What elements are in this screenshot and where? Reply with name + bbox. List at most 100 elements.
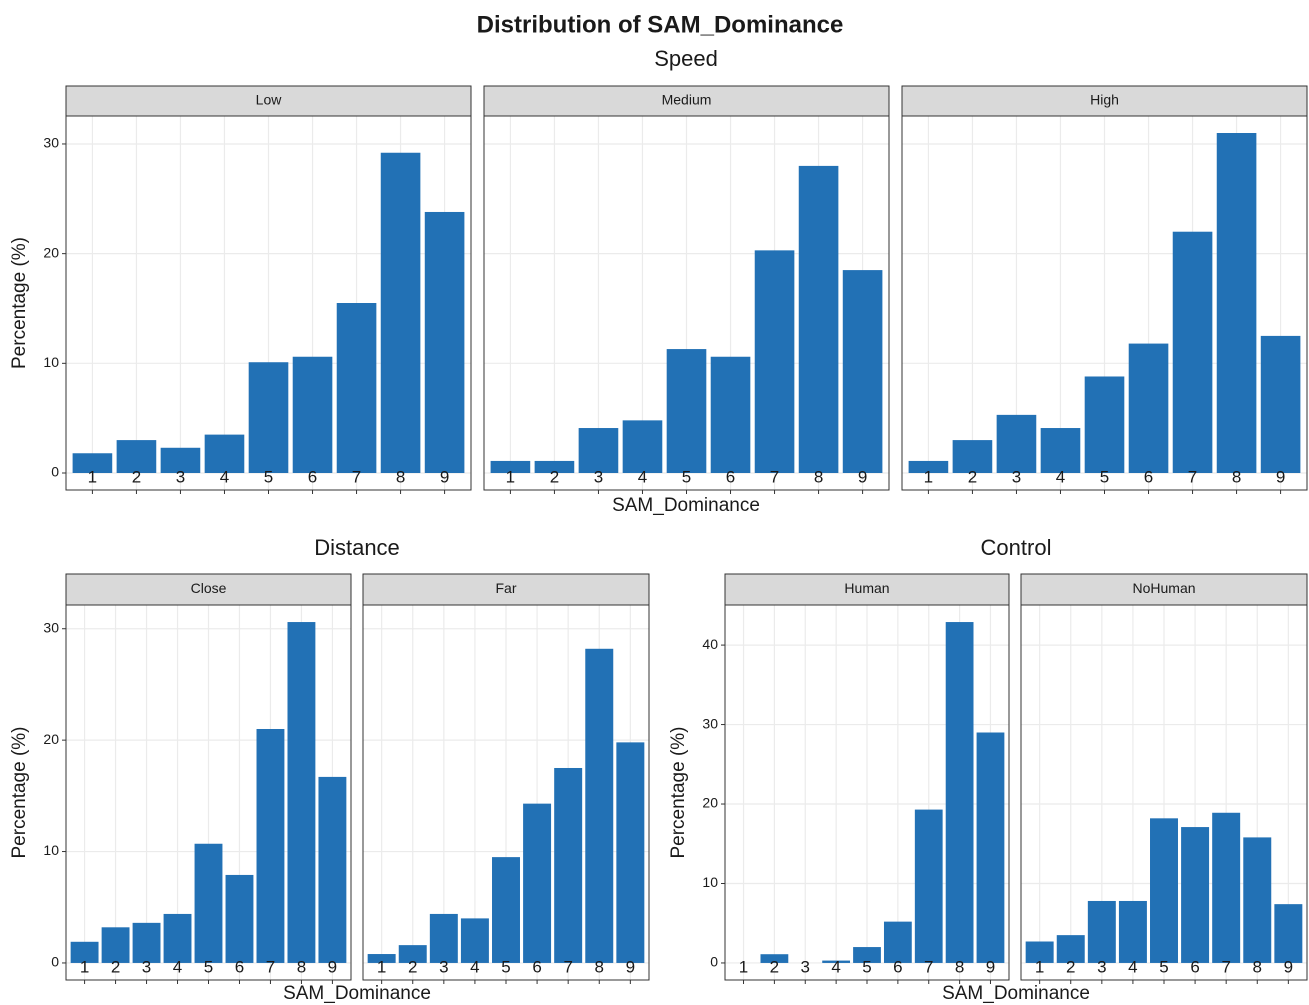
x-axis-title: SAM_Dominance [283, 983, 431, 1004]
y-tick-label: 10 [702, 874, 718, 890]
bar [1084, 376, 1125, 473]
x-tick-label: 6 [1190, 957, 1199, 976]
strip [362, 573, 650, 606]
panel-border [65, 115, 472, 491]
panel-border [901, 115, 1308, 491]
x-tick-label: 9 [440, 467, 449, 486]
x-tick-label: 1 [1035, 957, 1044, 976]
x-tick-label: 5 [1159, 957, 1168, 976]
x-tick-label: 1 [88, 467, 97, 486]
y-tick-label: 40 [702, 636, 718, 652]
bar [424, 211, 465, 473]
x-tick-label: 2 [408, 957, 417, 976]
bar [1025, 941, 1054, 963]
group-title: Distance [314, 535, 400, 560]
bar [492, 857, 520, 963]
y-axis-title: Percentage (%) [9, 726, 30, 858]
bar [710, 356, 751, 473]
bar [1216, 133, 1257, 473]
bar [1212, 812, 1241, 963]
x-axis-title: SAM_Dominance [612, 495, 760, 516]
x-tick-label: 7 [266, 957, 275, 976]
bar [1118, 900, 1147, 963]
bar [1260, 335, 1301, 473]
bar [116, 440, 157, 473]
x-tick-label: 6 [1144, 467, 1153, 486]
bar [1087, 900, 1116, 963]
x-tick-label: 1 [377, 957, 386, 976]
bar [367, 954, 396, 963]
x-tick-label: 9 [858, 467, 867, 486]
y-tick-label: 20 [43, 731, 59, 747]
x-tick-label: 6 [308, 467, 317, 486]
bar [945, 622, 974, 963]
y-tick-label: 20 [702, 795, 718, 811]
facet-label: Close [191, 580, 227, 596]
x-tick-label: 3 [1012, 467, 1021, 486]
x-tick-label: 3 [439, 957, 448, 976]
bar [380, 152, 421, 473]
bar [1150, 818, 1178, 963]
bar [914, 809, 943, 963]
x-tick-label: 7 [770, 467, 779, 486]
y-tick-label: 10 [43, 354, 59, 370]
bar [1274, 904, 1303, 963]
x-tick-label: 5 [862, 957, 871, 976]
bar [883, 921, 912, 963]
bar [160, 447, 201, 473]
x-tick-label: 2 [1066, 957, 1075, 976]
x-tick-label: 7 [352, 467, 361, 486]
x-tick-label: 1 [506, 467, 515, 486]
x-tick-label: 6 [235, 957, 244, 976]
bar [225, 874, 254, 963]
bar [996, 414, 1037, 473]
x-tick-label: 3 [142, 957, 151, 976]
x-tick-label: 3 [176, 467, 185, 486]
bar [429, 913, 458, 963]
bar [1056, 935, 1085, 963]
bar [72, 453, 113, 473]
x-tick-label: 4 [1128, 957, 1137, 976]
bar [398, 945, 427, 963]
bar [292, 356, 333, 473]
x-tick-label: 8 [814, 467, 823, 486]
bar [616, 742, 645, 963]
strip [65, 573, 352, 606]
bar [194, 843, 223, 963]
x-tick-label: 2 [968, 467, 977, 486]
x-tick-label: 7 [1221, 957, 1230, 976]
x-tick-label: 4 [173, 957, 182, 976]
bar [1181, 827, 1210, 963]
x-tick-label: 2 [111, 957, 120, 976]
x-tick-label: 9 [328, 957, 337, 976]
bar [754, 250, 795, 473]
x-tick-label: 8 [955, 957, 964, 976]
x-tick-label: 4 [638, 467, 647, 486]
x-tick-label: 1 [924, 467, 933, 486]
x-tick-label: 5 [264, 467, 273, 486]
bar [1128, 343, 1169, 473]
x-tick-label: 1 [739, 957, 748, 976]
x-tick-label: 8 [1253, 957, 1262, 976]
bar [336, 303, 377, 473]
x-tick-label: 8 [396, 467, 405, 486]
strip [483, 85, 890, 117]
bar [585, 648, 614, 963]
x-tick-label: 1 [80, 957, 89, 976]
x-tick-label: 2 [550, 467, 559, 486]
bar [853, 947, 881, 963]
x-tick-label: 9 [1284, 957, 1293, 976]
panel-border [483, 115, 890, 491]
facet-label: High [1090, 92, 1119, 108]
bar [523, 803, 552, 963]
panel-border [65, 604, 352, 981]
bar [1172, 231, 1213, 473]
x-tick-label: 7 [563, 957, 572, 976]
y-tick-label: 0 [710, 954, 718, 970]
x-tick-label: 3 [594, 467, 603, 486]
bar [666, 349, 707, 473]
bar [578, 428, 619, 473]
y-tick-label: 30 [43, 135, 59, 151]
